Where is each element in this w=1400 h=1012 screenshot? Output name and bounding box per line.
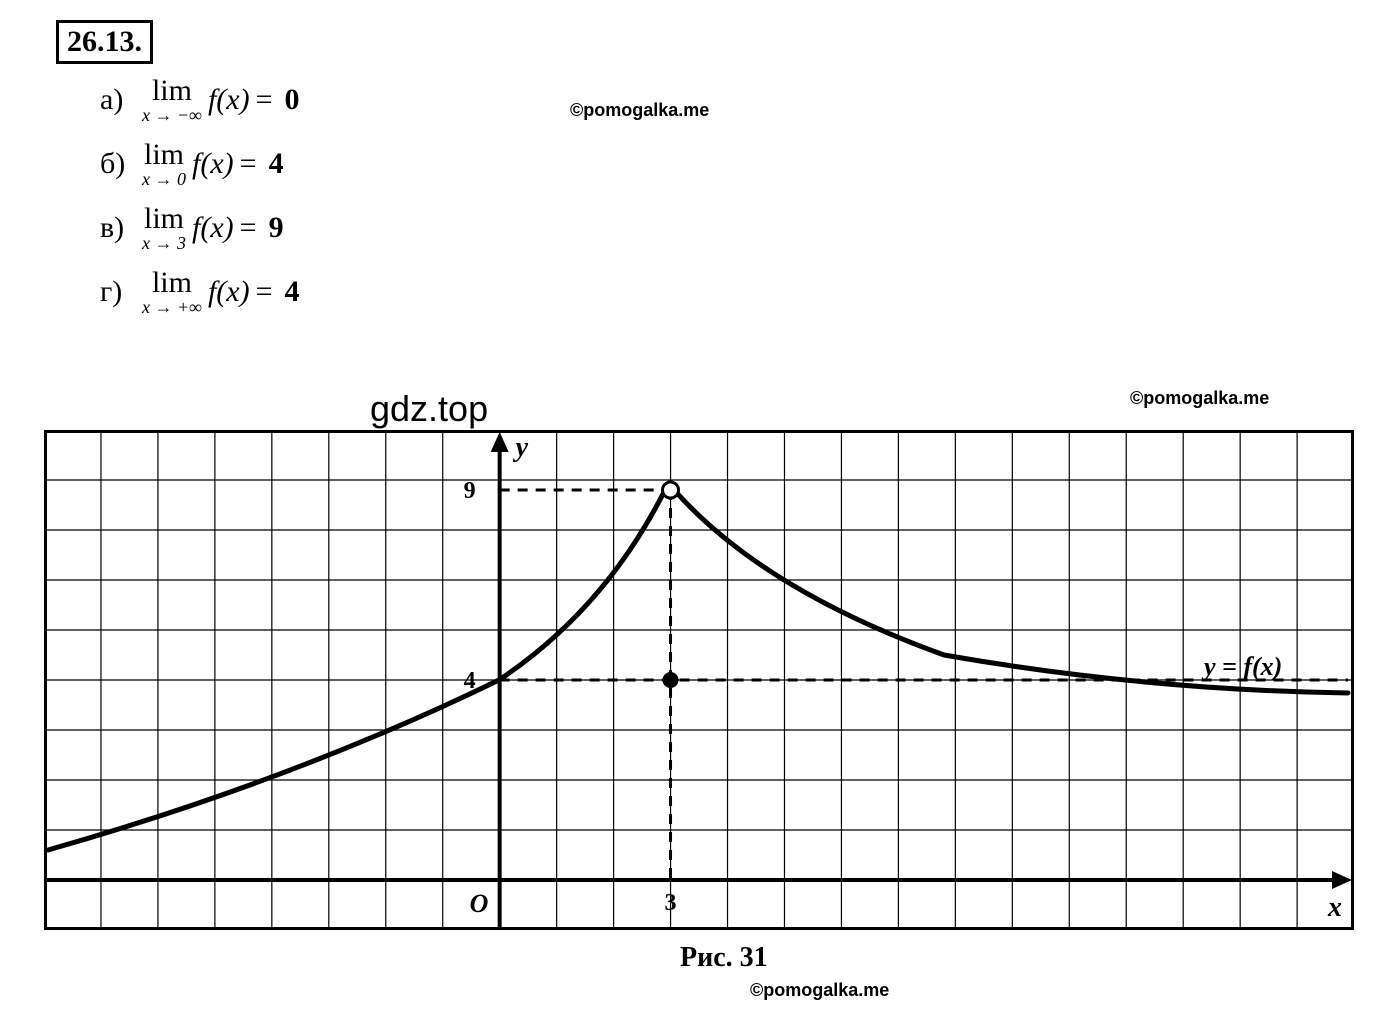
- limit-value: 4: [269, 147, 284, 181]
- watermark: ©pomogalka.me: [570, 100, 709, 121]
- answer-label: в): [100, 211, 130, 245]
- fx: f(x): [192, 147, 234, 181]
- answer-row: б) lim x → 0 f(x) = 4: [100, 140, 300, 188]
- problem-number: 26.13.: [56, 20, 153, 64]
- watermark: gdz.top: [370, 388, 488, 430]
- lim-approach: x → −∞: [142, 106, 202, 124]
- lim-word: lim: [144, 204, 184, 234]
- fx: f(x): [192, 211, 234, 245]
- watermark: ©pomogalka.me: [750, 980, 889, 1001]
- lim-approach: x → +∞: [142, 298, 202, 316]
- equals: =: [256, 275, 273, 309]
- lim-word: lim: [152, 76, 192, 106]
- limit-value: 0: [285, 83, 300, 117]
- limit-value: 9: [269, 211, 284, 245]
- equals: =: [240, 147, 257, 181]
- lim-word: lim: [144, 140, 184, 170]
- answer-row: г) lim x → +∞ f(x) = 4: [100, 268, 300, 316]
- answer-label: б): [100, 147, 130, 181]
- fx: f(x): [208, 275, 250, 309]
- limit-expression: lim x → 0 f(x) = 4: [142, 140, 284, 188]
- svg-text:3: 3: [665, 890, 677, 916]
- lim-word: lim: [152, 268, 192, 298]
- answers-list: а) lim x → −∞ f(x) = 0 б) lim x → 0 f(x)…: [100, 76, 300, 332]
- equals: =: [256, 83, 273, 117]
- chart-svg: yxO493y = f(x): [44, 430, 1354, 930]
- figure-caption: Рис. 31: [680, 942, 768, 974]
- svg-text:y = f(x): y = f(x): [1201, 652, 1282, 681]
- limit-expression: lim x → +∞ f(x) = 4: [142, 268, 300, 316]
- watermark: ©pomogalka.me: [1130, 388, 1269, 409]
- answer-row: а) lim x → −∞ f(x) = 0: [100, 76, 300, 124]
- answer-label: г): [100, 275, 130, 309]
- chart-area: yxO493y = f(x): [44, 430, 1354, 935]
- svg-text:y: y: [513, 432, 529, 463]
- svg-text:O: O: [470, 889, 489, 918]
- answer-row: в) lim x → 3 f(x) = 9: [100, 204, 300, 252]
- svg-text:9: 9: [464, 478, 476, 504]
- limit-value: 4: [285, 275, 300, 309]
- fx: f(x): [208, 83, 250, 117]
- limit-expression: lim x → 3 f(x) = 9: [142, 204, 284, 252]
- lim-approach: x → 0: [142, 170, 186, 188]
- equals: =: [240, 211, 257, 245]
- lim-approach: x → 3: [142, 234, 186, 252]
- answer-label: а): [100, 83, 130, 117]
- limit-expression: lim x → −∞ f(x) = 0: [142, 76, 300, 124]
- svg-text:x: x: [1327, 892, 1342, 923]
